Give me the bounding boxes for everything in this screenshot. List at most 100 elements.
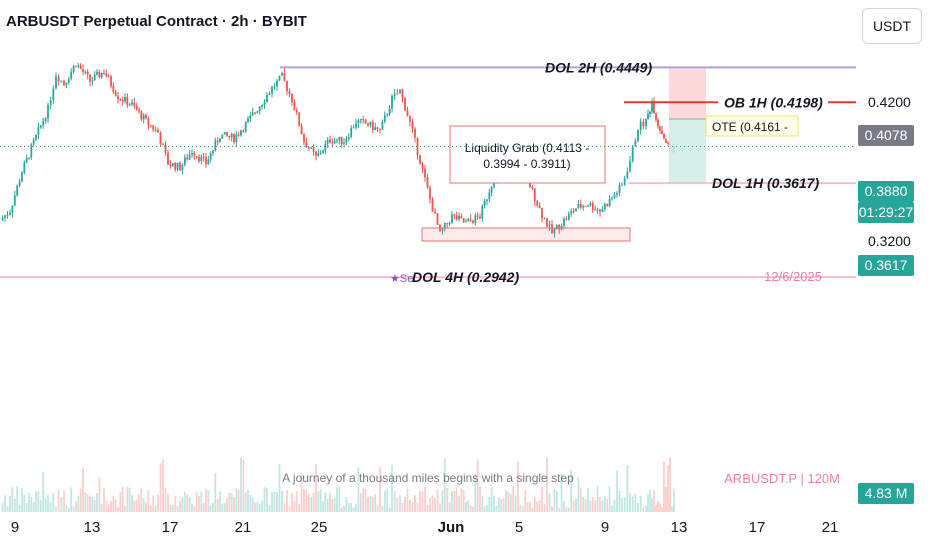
candle-body — [594, 209, 597, 211]
volume-bar — [1, 502, 4, 512]
candle-body — [291, 93, 293, 103]
candle-body — [207, 159, 210, 165]
volume-bar — [663, 460, 665, 512]
volume-bar — [126, 486, 129, 512]
candlesticks — [1, 63, 675, 238]
candle-body — [315, 151, 317, 156]
volume-bar — [107, 504, 110, 512]
volume-bar — [591, 496, 594, 512]
volume-bar — [383, 490, 386, 512]
volume-bar — [548, 492, 551, 512]
candle-body — [209, 153, 212, 160]
candle-body — [543, 218, 546, 220]
volume-bar — [310, 496, 313, 512]
candle-body — [493, 181, 495, 187]
candle-body — [205, 157, 207, 165]
candle-body — [25, 157, 28, 163]
volume-bar — [214, 472, 217, 512]
volume-bar — [55, 507, 57, 512]
volume-bar — [336, 487, 338, 512]
volume-bar — [541, 486, 543, 512]
candle-body — [563, 218, 565, 226]
volume-bar — [500, 498, 503, 512]
candle-body — [655, 113, 657, 120]
x-tick-label: 13 — [84, 519, 101, 536]
volume-bar — [183, 491, 186, 512]
candle-body — [647, 114, 649, 119]
candle-body — [603, 204, 606, 210]
volume-bar — [441, 490, 444, 512]
volume-bar — [44, 498, 47, 512]
volume-bar — [131, 495, 133, 512]
dol-2h-label: DOL 2H (0.4449) — [545, 59, 652, 75]
volume-bar — [254, 502, 256, 512]
liquidity-grab-text-1: Liquidity Grab (0.4113 - — [465, 141, 590, 155]
ote-label: OTE (0.4161 - — [712, 120, 788, 134]
candle-body — [343, 142, 345, 144]
candle-body — [28, 157, 30, 159]
volume-bar — [443, 458, 446, 512]
signal-label: ★Se — [390, 273, 413, 285]
volume-bar — [517, 461, 519, 512]
time-axis[interactable]: 9 13 17 21 25 Jun 5 9 13 17 21 — [11, 519, 839, 536]
candle-body — [242, 130, 245, 132]
volume-bar — [631, 496, 634, 512]
volume-bar — [263, 487, 266, 512]
volume-bar — [495, 505, 498, 512]
volume-bar — [233, 496, 235, 512]
candle-body — [657, 119, 659, 127]
volume-bar — [202, 502, 205, 512]
volume-bar — [103, 488, 105, 512]
candle-body — [623, 178, 626, 185]
volume-bar — [424, 486, 426, 512]
volume-bar — [4, 495, 6, 512]
candle-body — [455, 215, 458, 220]
candle-body — [479, 216, 481, 219]
volume-bar — [439, 503, 441, 512]
candle-body — [421, 163, 424, 169]
candle-body — [268, 93, 271, 96]
volume-bar — [429, 497, 431, 512]
volume-bar — [226, 497, 228, 512]
candle-body — [486, 199, 488, 201]
volume-bar — [338, 486, 341, 512]
candle-body — [645, 118, 647, 127]
candle-body — [149, 124, 152, 126]
candle-body — [249, 115, 252, 119]
candle-body — [476, 215, 479, 217]
volume-bar — [345, 497, 348, 512]
volume-bar — [434, 497, 436, 512]
candle-body — [9, 212, 11, 215]
volume-bar — [79, 488, 82, 512]
candle-body — [419, 154, 421, 164]
volume-bar — [75, 501, 77, 512]
volume-bar — [623, 497, 626, 512]
candle-body — [84, 71, 87, 73]
volume-bar — [271, 492, 273, 512]
candle-body — [555, 225, 558, 229]
candle-body — [331, 142, 334, 144]
volume-bar — [67, 507, 70, 512]
volume-bar — [205, 488, 207, 512]
volume-bar — [596, 486, 599, 512]
candle-body — [16, 185, 19, 196]
candle-body — [30, 144, 33, 158]
candle-body — [629, 160, 631, 172]
candle-body — [42, 120, 45, 126]
volume-bar — [642, 507, 645, 512]
candle-body — [584, 205, 587, 207]
currency-selector[interactable]: USDT — [862, 8, 922, 44]
candle-body — [310, 147, 313, 149]
candle-body — [582, 205, 585, 208]
candle-body — [271, 86, 273, 94]
candle-body — [167, 152, 169, 165]
volume-bar — [584, 499, 587, 512]
candle-body — [352, 127, 355, 129]
volume-bar — [11, 486, 14, 512]
candle-body — [89, 74, 91, 82]
volume-bar — [472, 506, 474, 512]
volume-bar — [212, 502, 214, 512]
chart-title: ARBUSDT Perpetual Contract · 2h · BYBIT — [6, 13, 307, 30]
volume-bar — [359, 493, 362, 512]
